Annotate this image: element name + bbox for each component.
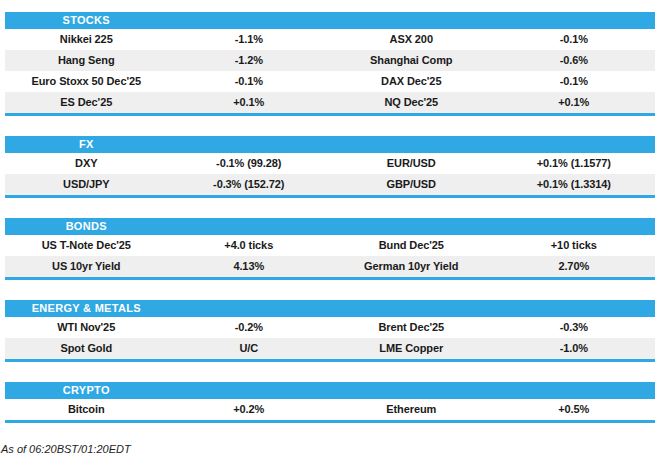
instrument-name: Bund Dec'25 (330, 235, 493, 256)
instrument-name: DAX Dec'25 (330, 71, 493, 92)
instrument-name: WTI Nov'25 (5, 317, 168, 338)
section-title: FX (5, 136, 168, 153)
instrument-change: +0.1% (1.3314) (493, 174, 656, 195)
instrument-change: +10 ticks (493, 235, 656, 256)
as-of-timestamp: As of 06:20BST/01:20EDT (1, 443, 669, 454)
table-row: Hang Seng -1.2% Shanghai Comp -0.6% (5, 50, 655, 71)
section-title: ENERGY & METALS (5, 300, 168, 317)
section-title: CRYPTO (5, 382, 168, 399)
table-row: ES Dec'25 +0.1% NQ Dec'25 +0.1% (5, 92, 655, 113)
instrument-name: GBP/USD (330, 174, 493, 195)
table-row: USD/JPY -0.3% (152.72) GBP/USD +0.1% (1.… (5, 174, 655, 195)
instrument-change: +0.5% (493, 399, 656, 420)
instrument-change: -0.3% (493, 317, 656, 338)
instrument-change: -1.2% (168, 50, 331, 71)
instrument-change: -1.1% (168, 29, 331, 50)
table-row: Bitcoin +0.2% Ethereum +0.5% (5, 399, 655, 420)
section-energy-metals: ENERGY & METALS WTI Nov'25 -0.2% Brent D… (5, 300, 655, 362)
table-row: US 10yr Yield 4.13% German 10yr Yield 2.… (5, 256, 655, 277)
instrument-name: Shanghai Comp (330, 50, 493, 71)
instrument-name: USD/JPY (5, 174, 168, 195)
section-stocks: STOCKS Nikkei 225 -1.1% ASX 200 -0.1% Ha… (5, 12, 655, 116)
table-row: Nikkei 225 -1.1% ASX 200 -0.1% (5, 29, 655, 50)
section-header: STOCKS (5, 12, 655, 29)
section-title: STOCKS (5, 12, 168, 29)
instrument-change: +0.1% (493, 92, 656, 113)
instrument-name: Hang Seng (5, 50, 168, 71)
section-header: FX (5, 136, 655, 153)
instrument-name: ASX 200 (330, 29, 493, 50)
instrument-name: LME Copper (330, 338, 493, 359)
section-header: BONDS (5, 218, 655, 235)
instrument-change: -0.6% (493, 50, 656, 71)
instrument-change: +0.2% (168, 399, 331, 420)
instrument-name: US T-Note Dec'25 (5, 235, 168, 256)
table-row: Euro Stoxx 50 Dec'25 -0.1% DAX Dec'25 -0… (5, 71, 655, 92)
section-crypto: CRYPTO Bitcoin +0.2% Ethereum +0.5% (5, 382, 655, 423)
instrument-name: Brent Dec'25 (330, 317, 493, 338)
instrument-name: Nikkei 225 (5, 29, 168, 50)
instrument-name: Ethereum (330, 399, 493, 420)
instrument-name: Spot Gold (5, 338, 168, 359)
instrument-change: 2.70% (493, 256, 656, 277)
section-fx: FX DXY -0.1% (99.28) EUR/USD +0.1% (1.15… (5, 136, 655, 198)
instrument-change: -0.3% (152.72) (168, 174, 331, 195)
instrument-name: EUR/USD (330, 153, 493, 174)
instrument-name: ES Dec'25 (5, 92, 168, 113)
instrument-change: +0.1% (168, 92, 331, 113)
instrument-name: DXY (5, 153, 168, 174)
section-bonds: BONDS US T-Note Dec'25 +4.0 ticks Bund D… (5, 218, 655, 280)
instrument-change: -0.1% (99.28) (168, 153, 331, 174)
market-table: STOCKS Nikkei 225 -1.1% ASX 200 -0.1% Ha… (5, 12, 655, 423)
instrument-change: -0.1% (493, 29, 656, 50)
instrument-name: German 10yr Yield (330, 256, 493, 277)
section-header: ENERGY & METALS (5, 300, 655, 317)
instrument-change: +4.0 ticks (168, 235, 331, 256)
table-row: Spot Gold U/C LME Copper -1.0% (5, 338, 655, 359)
instrument-change: 4.13% (168, 256, 331, 277)
instrument-change: +0.1% (1.1577) (493, 153, 656, 174)
instrument-change: -0.2% (168, 317, 331, 338)
instrument-change: -1.0% (493, 338, 656, 359)
instrument-name: Bitcoin (5, 399, 168, 420)
section-title: BONDS (5, 218, 168, 235)
instrument-change: -0.1% (168, 71, 331, 92)
table-row: US T-Note Dec'25 +4.0 ticks Bund Dec'25 … (5, 235, 655, 256)
instrument-name: US 10yr Yield (5, 256, 168, 277)
table-row: DXY -0.1% (99.28) EUR/USD +0.1% (1.1577) (5, 153, 655, 174)
section-header: CRYPTO (5, 382, 655, 399)
instrument-name: Euro Stoxx 50 Dec'25 (5, 71, 168, 92)
table-row: WTI Nov'25 -0.2% Brent Dec'25 -0.3% (5, 317, 655, 338)
instrument-change: U/C (168, 338, 331, 359)
instrument-change: -0.1% (493, 71, 656, 92)
instrument-name: NQ Dec'25 (330, 92, 493, 113)
